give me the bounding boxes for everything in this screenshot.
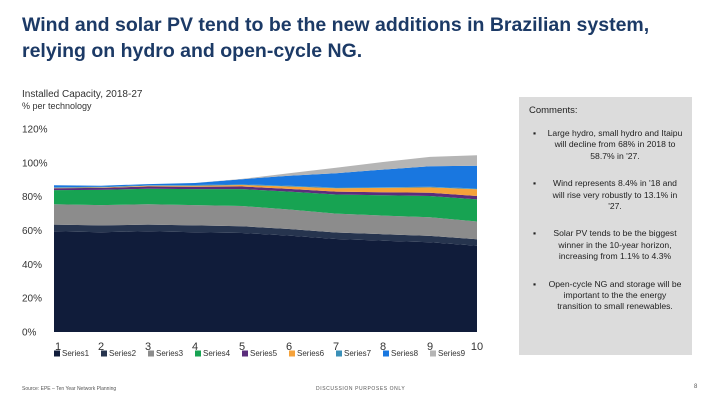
comment-item: ▪ Solar PV tends to be the biggest winne… — [533, 228, 683, 262]
legend-swatch — [101, 350, 107, 357]
legend-label: Series1 — [62, 349, 90, 358]
chart-title: Installed Capacity, 2018-27 — [22, 89, 143, 100]
area-series8 — [54, 165, 477, 189]
area-series1 — [54, 231, 477, 332]
area-series6 — [54, 185, 477, 196]
footer-disclaimer: DISCUSSION PURPOSES ONLY — [316, 386, 406, 392]
bullet-icon: ▪ — [533, 128, 537, 138]
legend-swatch — [383, 350, 389, 357]
area-series7 — [54, 184, 477, 190]
legend-swatch — [148, 350, 154, 357]
y-tick-label: 80% — [22, 192, 42, 203]
footer-source: Source: EPE – Ten Year Network Planning — [22, 386, 117, 392]
chart-subtitle: % per technology — [22, 101, 92, 111]
y-tick-label: 0% — [22, 328, 37, 339]
comment-text: Open-cycle NG and storage will be import… — [548, 278, 682, 312]
legend-swatch — [242, 350, 248, 357]
legend-label: Series2 — [109, 349, 137, 358]
x-tick-label: 4 — [192, 341, 198, 353]
legend-label: Series8 — [391, 349, 419, 358]
area-series2 — [54, 224, 477, 246]
y-tick-label: 120% — [22, 125, 48, 136]
comment-item: ▪ Open-cycle NG and storage will be impo… — [533, 279, 683, 313]
comments-title: Comments: — [529, 105, 578, 116]
y-tick-label: 100% — [22, 158, 48, 169]
x-tick-label: 1 — [55, 341, 61, 353]
legend-label: Series7 — [344, 349, 372, 358]
legend-label: Series6 — [297, 349, 325, 358]
bullet-icon: ▪ — [533, 278, 537, 289]
x-tick-label: 7 — [333, 341, 339, 353]
bullet-icon: ▪ — [533, 228, 537, 239]
comment-text: Large hydro, small hydro and Itaipu will… — [547, 128, 683, 161]
comment-item: ▪ Large hydro, small hydro and Itaipu wi… — [533, 128, 683, 162]
slide-title: Wind and solar PV tend to be the new add… — [22, 14, 650, 62]
legend-label: Series3 — [156, 349, 184, 358]
area-series5 — [54, 186, 477, 200]
comments-list: ▪ Large hydro, small hydro and Itaipu wi… — [533, 128, 683, 329]
x-tick-label: 2 — [98, 341, 104, 353]
comment-text: Solar PV tends to be the biggest winner … — [553, 228, 677, 262]
legend-swatch — [54, 350, 60, 357]
x-tick-label: 8 — [380, 341, 386, 353]
area-series3 — [54, 204, 477, 240]
bullet-icon: ▪ — [533, 178, 537, 189]
x-tick-label: 6 — [286, 341, 292, 353]
legend-label: Series4 — [203, 349, 231, 358]
x-tick-label: 10 — [471, 341, 483, 353]
area-series9 — [54, 155, 477, 186]
legend-label: Series5 — [250, 349, 278, 358]
legend-swatch — [336, 350, 342, 357]
y-tick-label: 40% — [22, 260, 42, 271]
x-tick-label: 5 — [239, 341, 245, 353]
page-number: 8 — [694, 384, 698, 390]
x-tick-label: 9 — [427, 341, 433, 353]
area-series4 — [54, 188, 477, 222]
legend-swatch — [430, 350, 436, 357]
legend-label: Series9 — [438, 349, 466, 358]
comment-item: ▪ Wind represents 8.4% in '18 and will r… — [533, 178, 683, 212]
comment-text: Wind represents 8.4% in '18 and will ris… — [552, 178, 678, 212]
x-tick-label: 3 — [145, 341, 151, 353]
comments-panel: Comments: ▪ Large hydro, small hydro and… — [519, 97, 692, 355]
y-tick-label: 60% — [22, 226, 42, 237]
stacked-area-chart: 0% 20% 40% 60% 80% 100% 120% 1 2 3 4 5 6 7 8 9 10 Series1… — [22, 125, 483, 359]
y-tick-label: 20% — [22, 294, 42, 305]
legend-swatch — [195, 350, 201, 357]
legend-swatch — [289, 350, 295, 357]
